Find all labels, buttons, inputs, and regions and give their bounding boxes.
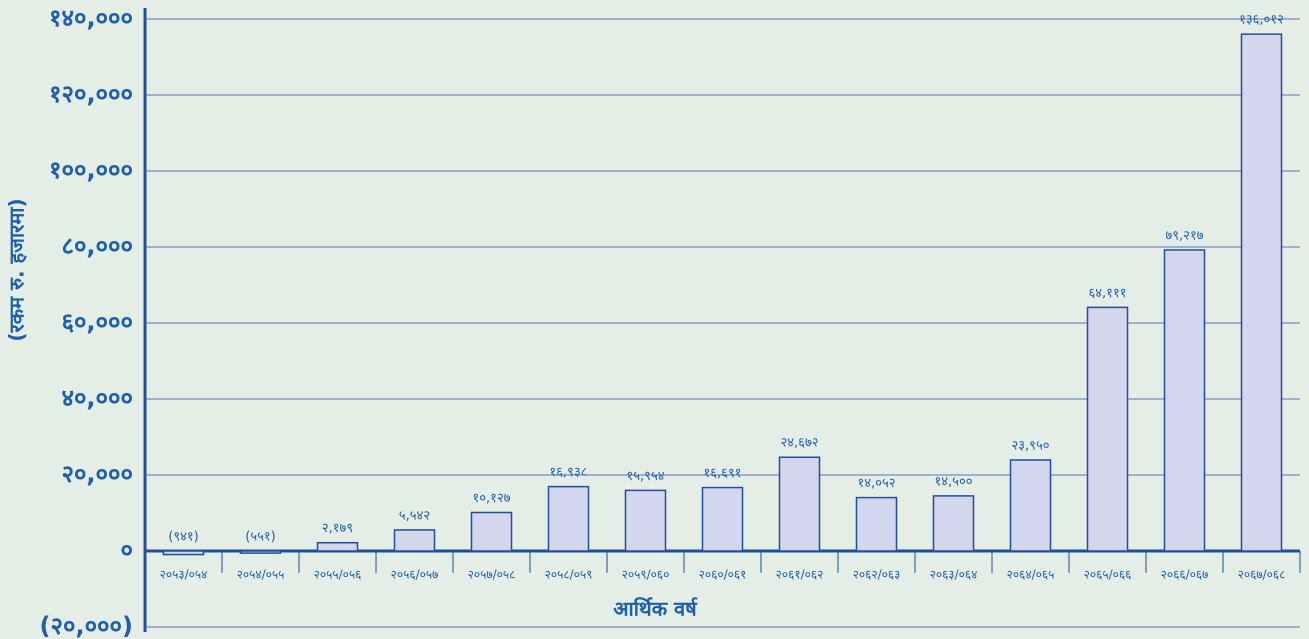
value-label: २,१७९ [322, 521, 353, 536]
y-tick-label: २०,००० [61, 460, 133, 488]
x-tick-label: २०५५/०५६ [314, 568, 362, 582]
value-label: ५,५४२ [399, 508, 430, 523]
x-tick-label: २०५६/०५७ [391, 568, 439, 582]
x-tick-label: २०६७/०६८ [1238, 568, 1286, 582]
y-tick-label: ८०,००० [61, 232, 133, 260]
x-tick-label: २०५७/०५८ [468, 568, 516, 582]
x-tick-label: २०६६/०६७ [1161, 568, 1209, 582]
value-label: (५५१) [245, 530, 275, 545]
value-label: ७९,२१७ [1166, 228, 1204, 243]
bar [1086, 306, 1129, 552]
bar [855, 496, 898, 552]
x-tick-label: २०६३/०६४ [930, 568, 978, 582]
bar [932, 495, 975, 552]
x-tick-label: २०६४/०६५ [1007, 568, 1055, 582]
x-tick-label: २०६१/०६२ [776, 568, 824, 582]
x-tick-label: २०५४/०५५ [237, 568, 285, 582]
value-label: २३,९५० [1012, 438, 1050, 453]
y-tick-label: १२०,००० [49, 80, 133, 108]
bar [316, 541, 359, 552]
y-tick-label: १४०,००० [49, 4, 133, 32]
bar [162, 550, 205, 556]
x-tick-label: २०५३/०५४ [160, 568, 208, 582]
bar [547, 485, 590, 552]
y-tick-label: ० [121, 536, 133, 564]
x-tick-label: २०५८/०५९ [545, 568, 593, 582]
bar [1163, 249, 1206, 552]
bar [1240, 33, 1283, 552]
value-label: १४,५०० [935, 474, 973, 489]
bar [701, 486, 744, 552]
y-tick-label: १००,००० [49, 156, 133, 184]
value-label: १३६,०१२ [1239, 13, 1284, 28]
value-label: ६४,१११ [1089, 286, 1127, 301]
value-label: (९४१) [168, 530, 198, 545]
x-tick-label: २०६५/०६६ [1084, 568, 1132, 582]
value-label: १०,१२७ [473, 491, 511, 506]
x-tick-label: २०५९/०६० [622, 568, 670, 582]
value-label: १५,९५४ [627, 469, 665, 484]
value-label: १४,०५२ [858, 476, 896, 491]
y-axis-label: (रकम रु. हजारमा) [5, 198, 29, 341]
value-label: १६,९३८ [550, 465, 588, 480]
y-tick-label: ४०,००० [61, 384, 133, 412]
y-tick-label: ६०,००० [61, 308, 133, 336]
value-label: १६,६९१ [704, 466, 742, 481]
bar [239, 550, 282, 554]
value-label: २४,६७२ [781, 436, 819, 451]
x-axis-label: आर्थिक वर्ष [613, 597, 698, 621]
bar [778, 456, 821, 552]
y-tick-label: (२०,०००) [40, 612, 133, 639]
x-tick-label: २०६२/०६३ [853, 568, 901, 582]
x-tick-label: २०६०/०६१ [699, 568, 747, 582]
bar [1009, 459, 1052, 552]
bar [470, 511, 513, 552]
bar [624, 489, 667, 552]
bar [393, 529, 436, 552]
